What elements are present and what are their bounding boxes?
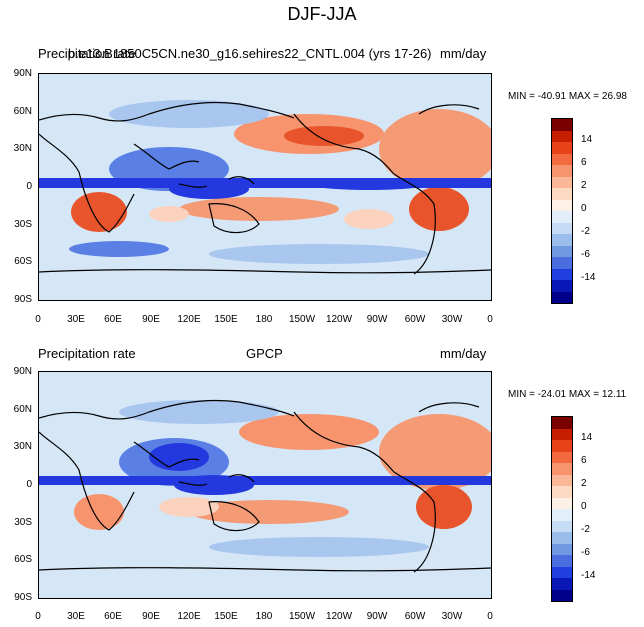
colorbar-label: -14 xyxy=(581,272,596,283)
lat-label: 60S xyxy=(14,554,32,565)
lat-label: 60N xyxy=(13,404,32,415)
lon-label: 90W xyxy=(366,611,388,622)
lon-label: 120W xyxy=(325,611,353,622)
lon-label: 90W xyxy=(366,314,388,325)
colorbar-label: 14 xyxy=(581,432,593,443)
colorbar-label: 6 xyxy=(581,455,587,466)
colorbar-label: 2 xyxy=(581,478,587,489)
lon-label: 0 xyxy=(487,611,493,622)
lon-label: 120E xyxy=(177,611,201,622)
lon-label: 60W xyxy=(404,314,426,325)
colorbar-label: 2 xyxy=(581,180,587,191)
lat-label: 90N xyxy=(13,68,32,79)
lat-label: 60N xyxy=(13,106,32,117)
lon-label: 30W xyxy=(441,314,463,325)
lon-label: 0 xyxy=(35,611,41,622)
lon-label: 60E xyxy=(104,314,122,325)
lon-label: 30W xyxy=(441,611,463,622)
lon-label: 180 xyxy=(255,611,273,622)
colorbar xyxy=(551,118,573,304)
lon-label: 150E xyxy=(214,611,238,622)
lon-label: 120E xyxy=(177,314,201,325)
panel-center-label: GPCP xyxy=(246,346,283,361)
map-observed xyxy=(38,371,492,599)
colorbar-label: -14 xyxy=(581,570,596,581)
lat-label: 30S xyxy=(14,219,32,230)
panel-left-label: Precipitation rate xyxy=(38,346,136,361)
panel-units-label: mm/day xyxy=(440,46,487,61)
lat-label: 90N xyxy=(13,366,32,377)
map-model xyxy=(38,73,492,301)
colorbar-label: -2 xyxy=(581,226,590,237)
lon-label: 180 xyxy=(255,314,273,325)
lon-label: 30E xyxy=(67,611,85,622)
lat-label: 90S xyxy=(14,294,32,305)
lon-label: 0 xyxy=(487,314,493,325)
lon-label: 150E xyxy=(214,314,238,325)
lat-label: 0 xyxy=(26,479,32,490)
colorbar-label: -6 xyxy=(581,547,590,558)
lon-label: 60E xyxy=(104,611,122,622)
lat-label: 60S xyxy=(14,256,32,267)
lon-label: 150W xyxy=(288,314,316,325)
colorbar-label: 0 xyxy=(581,501,587,512)
colorbar-label: 14 xyxy=(581,134,593,145)
panel-left-label: Precipitation rate xyxy=(38,46,136,61)
lon-label: 90E xyxy=(142,611,160,622)
lon-label: 30E xyxy=(67,314,85,325)
colorbar-label: 0 xyxy=(581,203,587,214)
lat-label: 0 xyxy=(26,181,32,192)
lon-label: 60W xyxy=(404,611,426,622)
colorbar-label: 6 xyxy=(581,157,587,168)
lon-label: 150W xyxy=(288,611,316,622)
lon-label: 90E xyxy=(142,314,160,325)
figure-title: DJF-JJA xyxy=(287,4,357,24)
colorbar xyxy=(551,416,573,602)
colorbar-label: -6 xyxy=(581,249,590,260)
lat-label: 30S xyxy=(14,517,32,528)
lat-label: 30N xyxy=(13,441,32,452)
min-max-stats: MIN = -40.91 MAX = 26.98 xyxy=(508,91,627,102)
lat-label: 30N xyxy=(13,143,32,154)
lat-label: 90S xyxy=(14,592,32,603)
min-max-stats: MIN = -24.01 MAX = 12.11 xyxy=(508,389,627,400)
panel-center-label: b.e13.B1850C5CN.ne30_g16.sehires22_CNTL.… xyxy=(68,46,432,61)
colorbar-label: -2 xyxy=(581,524,590,535)
panel-units-label: mm/day xyxy=(440,346,487,361)
lon-label: 0 xyxy=(35,314,41,325)
lon-label: 120W xyxy=(325,314,353,325)
